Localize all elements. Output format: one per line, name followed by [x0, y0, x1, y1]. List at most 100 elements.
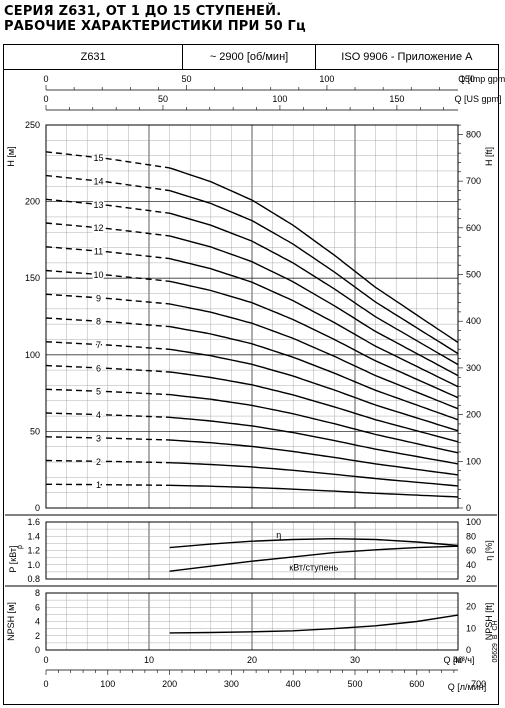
axis-label: Q [л/мин]	[448, 682, 486, 692]
tick-label: 20	[466, 602, 476, 612]
tick-label: 0	[35, 503, 40, 513]
efficiency-curve	[169, 537, 459, 549]
tick-label: 250	[25, 120, 40, 130]
tick-label: 300	[224, 679, 239, 689]
head-curve-11	[169, 257, 459, 388]
chart-title-line2: РАБОЧИЕ ХАРАКТЕРИСТИКИ ПРИ 50 Гц	[4, 19, 306, 34]
tick-label: 10	[466, 623, 476, 633]
tick-label: 150	[25, 273, 40, 283]
axis-label: Q [Imp gpm]	[458, 74, 505, 84]
head-curve-14	[169, 189, 459, 355]
stage-label: 12	[94, 223, 104, 233]
tick-label: 20	[466, 574, 476, 584]
stage-label: 10	[94, 270, 104, 280]
stage-label: 7	[96, 340, 101, 350]
tick-label: 100	[272, 94, 287, 104]
tick-label: 8	[35, 588, 40, 598]
tick-label: 50	[158, 94, 168, 104]
axis-label: H [ft]	[484, 147, 494, 166]
head-curve-dashed-12	[45, 222, 170, 237]
tick-label: 2	[35, 631, 40, 641]
head-curve-dashed-5	[45, 388, 170, 396]
head-curve-dashed-4	[45, 412, 170, 418]
head-curve-1	[169, 484, 459, 498]
tick-label: 200	[466, 410, 481, 420]
head-curve-15	[169, 167, 459, 344]
head-curve-3	[169, 439, 459, 476]
tick-label: 200	[162, 679, 177, 689]
stage-label: 13	[94, 200, 104, 210]
tick-label: 40	[466, 560, 476, 570]
head-curve-dashed-1	[46, 483, 170, 486]
tick-label: 100	[466, 456, 481, 466]
tick-label: 20	[247, 655, 257, 665]
tick-label: 60	[466, 546, 476, 556]
stage-label: 6	[96, 363, 101, 373]
tick-label: 0	[35, 645, 40, 655]
tick-label: 50	[30, 426, 40, 436]
tick-label: 0	[43, 74, 48, 84]
npsh-curve	[169, 614, 459, 634]
head-curve-7	[169, 348, 459, 432]
tick-label: 150	[389, 94, 404, 104]
tick-label: 600	[409, 679, 424, 689]
head-curve-dashed-6	[45, 364, 170, 373]
tick-label: 800	[466, 129, 481, 139]
stage-label: 11	[94, 247, 103, 257]
tick-label: 100	[319, 74, 334, 84]
head-curve-13	[169, 212, 459, 366]
tick-label: 0	[466, 503, 471, 513]
figure-code: 05629_B_CH	[492, 620, 499, 662]
tick-label: 150	[460, 74, 475, 84]
stage-label: 14	[94, 177, 104, 187]
tick-label: 10	[144, 655, 154, 665]
head-curve-5	[169, 393, 459, 454]
head-curve-dashed-3	[45, 436, 170, 441]
standard-cell: ISO 9906 - Приложение A	[341, 51, 473, 63]
tick-label: 30	[350, 655, 360, 665]
stage-label: 2	[96, 457, 101, 467]
tick-label: 700	[466, 176, 481, 186]
tick-label: 1.6	[27, 517, 40, 527]
head-curve-dashed-15	[45, 151, 170, 169]
tick-label: 0.8	[27, 574, 40, 584]
axis-label: Q [US gpm]	[454, 94, 501, 104]
tick-label: 0	[43, 94, 48, 104]
head-curve-dashed-9	[45, 293, 170, 305]
tick-label: 40	[453, 655, 463, 665]
head-curve-dashed-14	[45, 174, 170, 192]
tick-label: 80	[466, 531, 476, 541]
axis-label: NPSH [м]	[6, 602, 16, 641]
stage-label: 3	[96, 433, 101, 443]
tick-label: 1.2	[27, 546, 40, 556]
chart-title-line1: СЕРИЯ Z631, ОТ 1 ДО 15 СТУПЕНЕЙ.	[4, 4, 282, 19]
tick-label: 400	[286, 679, 301, 689]
stage-label: 4	[96, 410, 101, 420]
tick-label: 100	[25, 350, 40, 360]
head-curve-8	[169, 325, 459, 421]
plot-border	[45, 521, 459, 580]
model-cell: Z631	[4, 45, 184, 69]
tick-label: 600	[466, 223, 481, 233]
tick-label: 1.4	[27, 531, 40, 541]
tick-label: 100	[466, 517, 481, 527]
tick-label: 0	[43, 655, 48, 665]
plot-border	[45, 592, 459, 651]
axis-label: η [%]	[484, 540, 494, 561]
head-curve-dashed-10	[45, 269, 170, 282]
head-curve-4	[169, 416, 459, 465]
head-curve-12	[169, 235, 459, 377]
speed-cell: ~ 2900 [об/мин]	[183, 45, 316, 69]
tick-label: 6	[35, 602, 40, 612]
series-label-efficiency: η	[276, 530, 281, 540]
tick-label: 50	[181, 74, 191, 84]
head-curve-dashed-8	[45, 317, 170, 328]
head-curve-dashed-7	[45, 341, 170, 350]
stage-label: 1	[96, 480, 101, 490]
tick-label: 0	[466, 645, 471, 655]
head-curve-10	[169, 280, 459, 399]
tick-label: 300	[466, 363, 481, 373]
head-curve-dashed-13	[45, 198, 170, 214]
axis-label: H [м]	[6, 146, 16, 166]
